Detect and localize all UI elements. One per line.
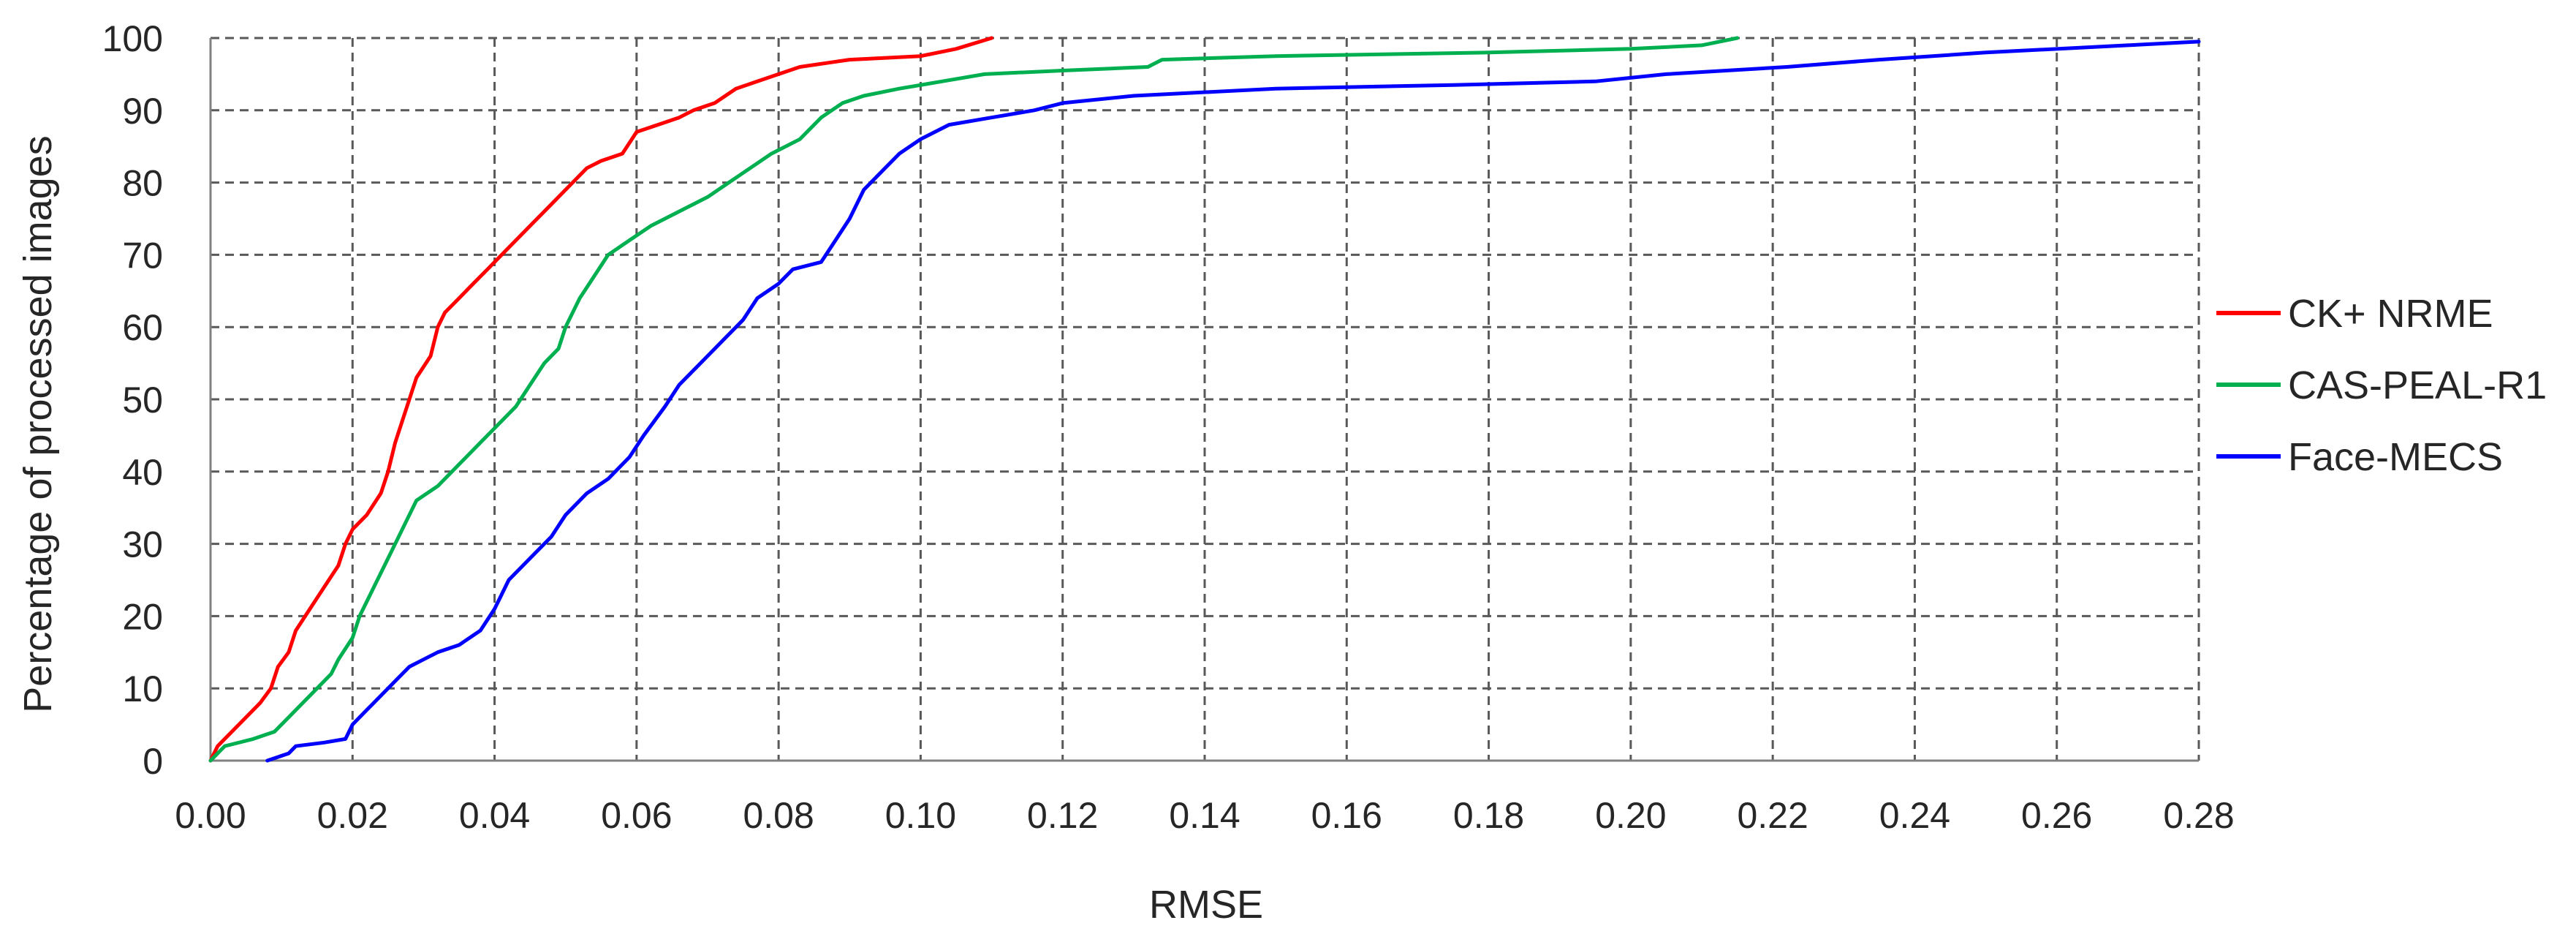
x-tick-label: 0.20 [1595, 795, 1666, 836]
y-tick-label: 70 [122, 235, 163, 276]
x-tick-label: 0.12 [1027, 795, 1098, 836]
series-layer [208, 36, 2201, 763]
x-tick-label: 0.08 [743, 795, 814, 836]
legend: CK+ NRME CAS-PEAL-R1 Face-MECS [2216, 292, 2547, 479]
axis-layer: 0.00 0.02 0.04 0.06 0.08 0.10 0.12 0.14 0.16 0.18… [102, 18, 2235, 836]
y-tick-label: 100 [102, 18, 163, 59]
x-tick-label: 0.24 [1879, 795, 1950, 836]
legend-label: CAS-PEAL-R1 [2288, 363, 2547, 407]
x-tick-label: 0.14 [1169, 795, 1240, 836]
series-line-cas-peal-r1 [208, 36, 1740, 763]
y-tick-label: 30 [122, 524, 163, 565]
x-tick-label: 0.00 [175, 795, 246, 836]
x-tick-label: 0.16 [1311, 795, 1382, 836]
y-tick-label: 50 [122, 380, 163, 421]
y-tick-label: 80 [122, 163, 163, 204]
y-tick-label: 40 [122, 452, 163, 493]
legend-label: Face-MECS [2288, 435, 2503, 479]
y-tick-label: 20 [122, 596, 163, 637]
x-tick-label: 0.26 [2021, 795, 2092, 836]
x-tick-label: 0.06 [601, 795, 672, 836]
series-line-face-mecs [265, 39, 2201, 763]
x-tick-label: 0.22 [1737, 795, 1808, 836]
y-tick-label: 10 [122, 668, 163, 709]
x-tick-label: 0.02 [317, 795, 388, 836]
x-tick-label: 0.28 [2163, 795, 2234, 836]
x-tick-label: 0.04 [459, 795, 530, 836]
grid-layer [211, 37, 2200, 761]
y-tick-label: 0 [143, 741, 163, 782]
x-tick-label: 0.10 [885, 795, 956, 836]
x-axis-title: RMSE [1149, 883, 1263, 927]
series-line-ck-nrme [208, 36, 994, 763]
y-tick-label: 60 [122, 307, 163, 348]
x-tick-label: 0.18 [1453, 795, 1524, 836]
y-tick-label: 90 [122, 91, 163, 132]
legend-label: CK+ NRME [2288, 292, 2493, 336]
y-axis-title: Percentage of processed images [16, 135, 60, 712]
